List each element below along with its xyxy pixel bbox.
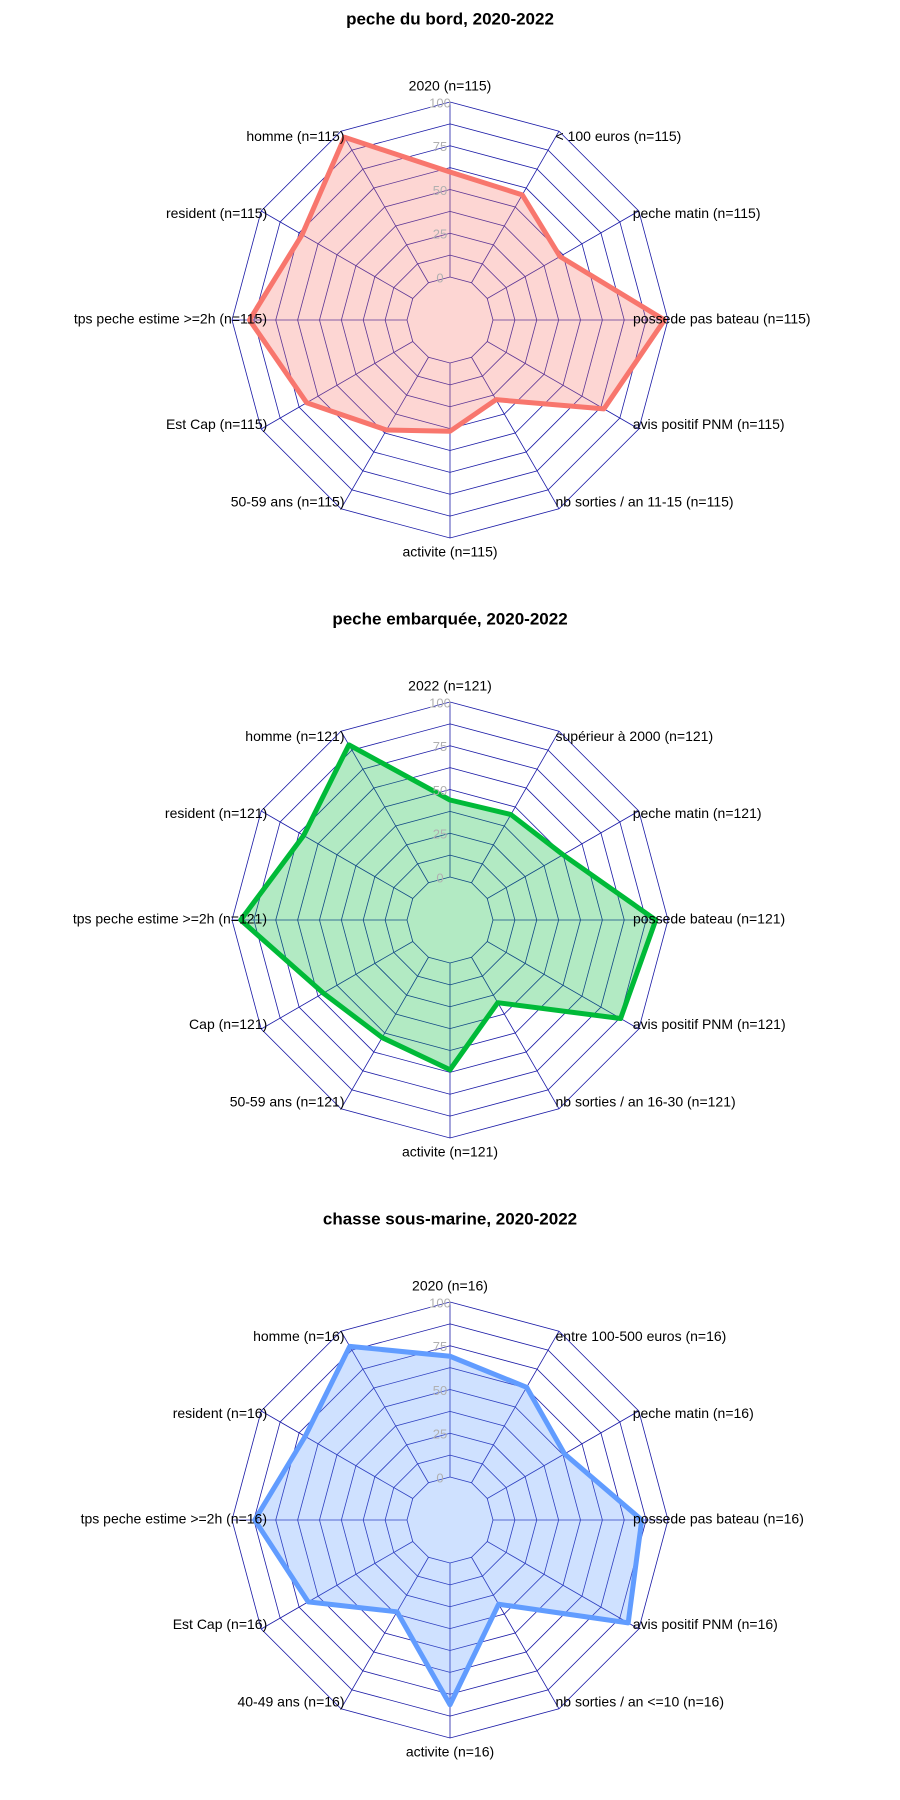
axis-label: Est Cap (n=115): [166, 416, 267, 432]
series-polygon: [247, 134, 667, 434]
axis-label: tps peche estime >=2h (n=16): [81, 1511, 267, 1527]
series-polygon: [238, 742, 659, 1073]
grid-spoke: [261, 941, 413, 1030]
grid-spoke: [340, 131, 429, 283]
axis-label: peche matin (n=115): [633, 205, 761, 221]
grid-spoke: [261, 341, 413, 430]
radial-tick-label: 50: [433, 1383, 447, 1398]
grid-spoke: [261, 810, 413, 899]
radial-tick-label: 25: [433, 1427, 447, 1442]
axis-label: avis positif PNM (n=121): [633, 1016, 786, 1032]
axis-label: activite (n=115): [402, 544, 497, 560]
radial-tick-label: 0: [436, 1470, 443, 1485]
chart-title: chasse sous-marine, 2020-2022: [323, 1209, 577, 1228]
axis-label: avis positif PNM (n=16): [633, 1616, 778, 1632]
radial-tick-label: 100: [429, 95, 451, 110]
axis-label: nb sorties / an 11-15 (n=115): [556, 493, 734, 509]
grid-spoke: [487, 210, 639, 299]
axis-label: < 100 euros (n=115): [556, 128, 682, 144]
radial-tick-label: 100: [429, 1295, 451, 1310]
axis-label: 2020 (n=16): [412, 1278, 488, 1294]
axis-label: nb sorties / an <=10 (n=16): [556, 1693, 725, 1709]
axis-label: tps peche estime >=2h (n=121): [73, 911, 267, 927]
radial-tick-label: 25: [433, 227, 447, 242]
grid-spoke: [340, 1557, 429, 1709]
axis-label: 40-49 ans (n=16): [237, 1693, 344, 1709]
radial-tick-label: 100: [429, 695, 451, 710]
radial-tick-label: 50: [433, 183, 447, 198]
grid-spoke: [471, 357, 560, 509]
axis-label: peche matin (n=121): [633, 805, 762, 821]
grid-spoke: [340, 357, 429, 509]
axis-label: 50-59 ans (n=115): [231, 493, 345, 509]
grid-spoke: [487, 1541, 639, 1630]
radial-tick-label: 75: [433, 739, 447, 754]
grid-spoke: [471, 1557, 560, 1709]
grid-spoke: [261, 1410, 413, 1499]
axis-label: nb sorties / an 16-30 (n=121): [556, 1093, 736, 1109]
radial-tick-label: 0: [436, 270, 443, 285]
axis-label: possede bateau (n=121): [633, 911, 785, 927]
grid-spoke: [471, 1331, 560, 1483]
axis-label: Est Cap (n=16): [173, 1616, 268, 1632]
axis-label: activite (n=16): [406, 1744, 494, 1760]
grid-spoke: [261, 1541, 413, 1630]
axis-label: 2020 (n=115): [409, 78, 492, 94]
axis-label: 2022 (n=121): [408, 678, 492, 694]
axis-label: tps peche estime >=2h (n=115): [74, 311, 267, 327]
series-polygon: [252, 1343, 645, 1708]
grid-spoke: [471, 957, 560, 1109]
axis-label: homme (n=115): [246, 128, 344, 144]
axis-label: supérieur à 2000 (n=121): [556, 728, 714, 744]
axis-label: Cap (n=121): [189, 1016, 267, 1032]
axis-label: entre 100-500 euros (n=16): [556, 1328, 727, 1344]
chart-title: peche du bord, 2020-2022: [346, 9, 554, 28]
axis-label: activite (n=121): [402, 1144, 498, 1160]
radar-chart-3: chasse sous-marine, 2020-2022 0 25 50 75 1002…: [81, 1209, 804, 1759]
radial-tick-label: 75: [433, 1339, 447, 1354]
radial-tick-label: 0: [436, 870, 443, 885]
axis-label: resident (n=121): [165, 805, 267, 821]
grid-spoke: [340, 731, 429, 883]
axis-label: peche matin (n=16): [633, 1405, 754, 1421]
axis-label: resident (n=115): [166, 205, 267, 221]
axis-label: homme (n=16): [253, 1328, 344, 1344]
axis-label: avis positif PNM (n=115): [633, 416, 785, 432]
grid-spoke: [487, 341, 639, 430]
grid-spoke: [487, 941, 639, 1030]
axis-label: possede pas bateau (n=115): [633, 311, 811, 327]
grid-spoke: [340, 957, 429, 1109]
axis-label: possede pas bateau (n=16): [633, 1511, 804, 1527]
grid-spoke: [471, 131, 560, 283]
axis-label: resident (n=16): [173, 1405, 268, 1421]
axis-label: homme (n=121): [245, 728, 344, 744]
grid-spoke: [340, 1331, 429, 1483]
grid-spoke: [261, 210, 413, 299]
chart-title: peche embarquée, 2020-2022: [332, 609, 567, 628]
radar-chart-2: peche embarquée, 2020-2022 0 25 50 75 1002022…: [73, 609, 786, 1159]
grid-spoke: [471, 731, 560, 883]
axis-label: 50-59 ans (n=121): [230, 1093, 345, 1109]
radial-tick-label: 75: [433, 139, 447, 154]
radial-tick-label: 50: [433, 783, 447, 798]
radial-tick-label: 25: [433, 827, 447, 842]
